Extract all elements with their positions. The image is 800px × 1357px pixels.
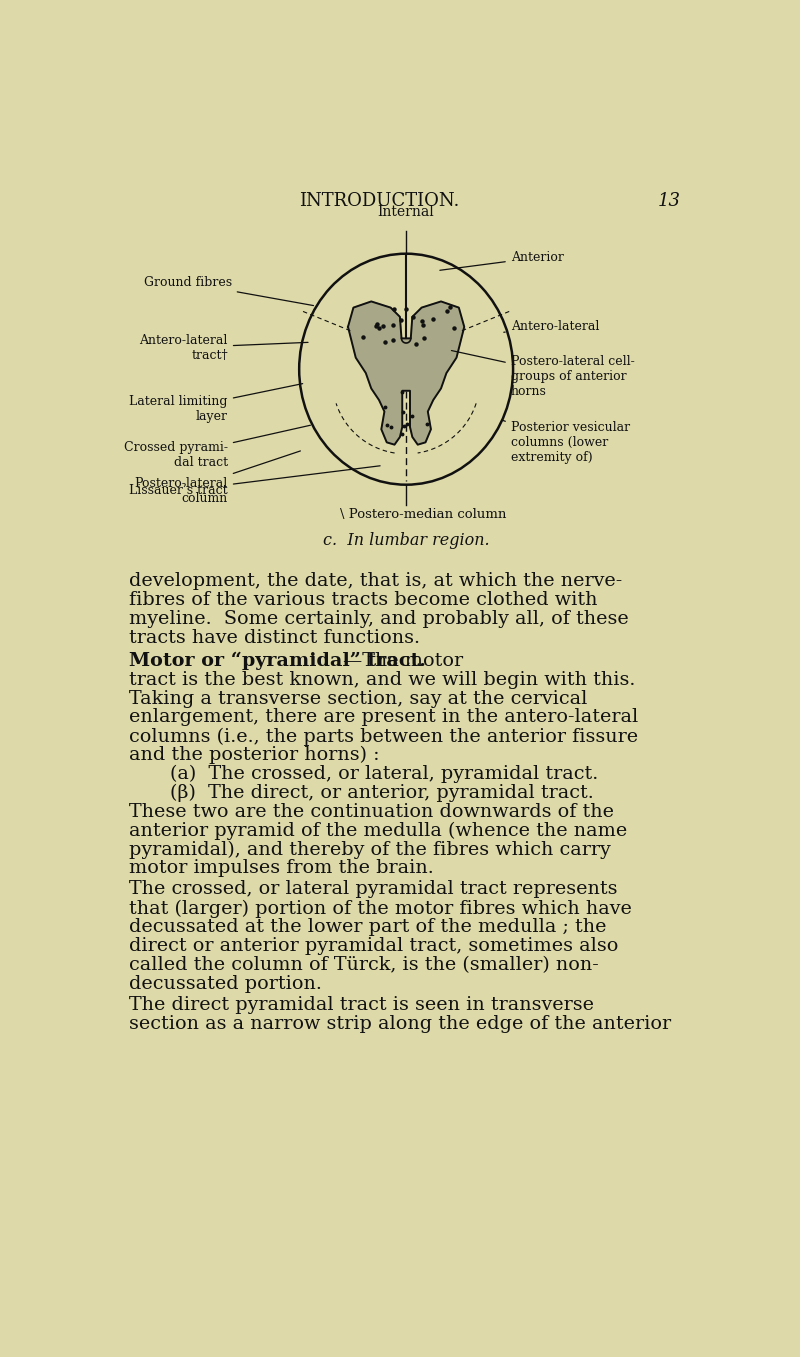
Text: Motor or “pyramidal” tract.: Motor or “pyramidal” tract. (130, 651, 426, 670)
Text: \ Postero-median column: \ Postero-median column (340, 508, 506, 521)
Text: motor impulses from the brain.: motor impulses from the brain. (130, 859, 434, 878)
Text: c.  In lumbar region.: c. In lumbar region. (323, 532, 490, 550)
Text: The direct pyramidal tract is seen in transverse: The direct pyramidal tract is seen in tr… (130, 996, 594, 1014)
Text: (β)  The direct, or anterior, pyramidal tract.: (β) The direct, or anterior, pyramidal t… (170, 784, 594, 802)
Text: Lateral limiting
layer: Lateral limiting layer (130, 384, 302, 423)
Text: Anterior: Anterior (440, 251, 564, 270)
Text: tracts have distinct functions.: tracts have distinct functions. (130, 630, 421, 647)
Text: Internal: Internal (378, 205, 434, 218)
Text: anterior pyramid of the medulla (whence the name: anterior pyramid of the medulla (whence … (130, 821, 628, 840)
Text: Antero-lateral: Antero-lateral (504, 320, 599, 334)
Text: Taking a transverse section, say at the cervical: Taking a transverse section, say at the … (130, 689, 588, 707)
Text: Posterior vesicular
columns (lower
extremity of): Posterior vesicular columns (lower extre… (502, 421, 630, 464)
Text: Postero-lateral
column: Postero-lateral column (134, 451, 301, 505)
Text: enlargement, there are present in the antero-lateral: enlargement, there are present in the an… (130, 708, 638, 726)
Text: Postero-lateral cell-
groups of anterior
horns: Postero-lateral cell- groups of anterior… (451, 350, 634, 399)
Text: —The motor: —The motor (342, 651, 462, 670)
Text: fibres of the various tracts become clothed with: fibres of the various tracts become clot… (130, 592, 598, 609)
Text: that (larger) portion of the motor fibres which have: that (larger) portion of the motor fibre… (130, 900, 632, 917)
Text: and the posterior horns) :: and the posterior horns) : (130, 746, 380, 764)
Text: INTRODUCTION.: INTRODUCTION. (299, 193, 459, 210)
Text: pyramidal), and thereby of the fibres which carry: pyramidal), and thereby of the fibres wh… (130, 840, 611, 859)
Text: development, the date, that is, at which the nerve-: development, the date, that is, at which… (130, 573, 622, 590)
Polygon shape (348, 301, 464, 445)
Text: section as a narrow strip along the edge of the anterior: section as a narrow strip along the edge… (130, 1015, 671, 1033)
Text: 13: 13 (658, 193, 681, 210)
Text: decussated portion.: decussated portion. (130, 974, 322, 993)
Text: Antero-lateral
tract†: Antero-lateral tract† (139, 334, 308, 361)
Text: Crossed pyrami-
dal tract: Crossed pyrami- dal tract (124, 425, 310, 470)
Text: direct or anterior pyramidal tract, sometimes also: direct or anterior pyramidal tract, some… (130, 938, 619, 955)
Text: Ground fibres: Ground fibres (144, 277, 314, 305)
Text: (a)  The crossed, or lateral, pyramidal tract.: (a) The crossed, or lateral, pyramidal t… (170, 765, 598, 783)
Text: myeline.  Some certainly, and probably all, of these: myeline. Some certainly, and probably al… (130, 611, 630, 628)
Text: The crossed, or lateral pyramidal tract represents: The crossed, or lateral pyramidal tract … (130, 881, 618, 898)
Text: decussated at the lower part of the medulla ; the: decussated at the lower part of the medu… (130, 919, 607, 936)
Text: Lissauer’s tract: Lissauer’s tract (130, 465, 380, 498)
Text: columns (i.e., the parts between the anterior fissure: columns (i.e., the parts between the ant… (130, 727, 638, 745)
Text: tract is the best known, and we will begin with this.: tract is the best known, and we will beg… (130, 670, 636, 688)
Text: These two are the continuation downwards of the: These two are the continuation downwards… (130, 803, 614, 821)
Text: called the column of Türck, is the (smaller) non-: called the column of Türck, is the (smal… (130, 955, 599, 974)
